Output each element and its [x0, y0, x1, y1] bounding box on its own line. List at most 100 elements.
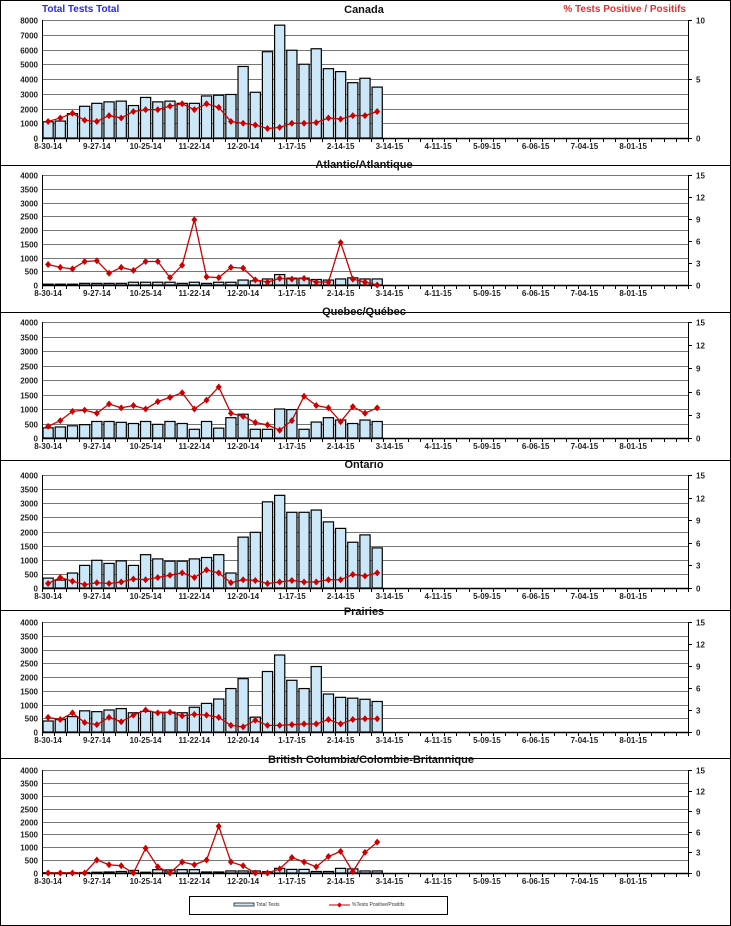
y-tick-label: 4000	[20, 472, 38, 481]
point-pct-positive	[276, 123, 283, 131]
x-tick-label: 3-14-15	[376, 289, 404, 298]
y-tick-label: 3000	[20, 348, 38, 357]
point-pct-positive	[288, 721, 295, 729]
point-pct-positive	[69, 869, 76, 877]
point-pct-positive	[191, 573, 198, 581]
bar-total-tests	[54, 579, 66, 589]
bar-total-tests	[261, 428, 274, 439]
point-pct-positive	[313, 278, 320, 286]
point-pct-positive	[325, 114, 332, 122]
bar-total-tests	[237, 870, 249, 874]
point-pct-positive	[227, 409, 234, 417]
bar-total-tests	[261, 501, 274, 589]
point-pct-positive	[349, 112, 356, 120]
bar-total-tests	[371, 420, 383, 439]
bar-total-tests	[188, 428, 201, 439]
bar-total-tests	[322, 417, 335, 439]
x-tick-label: 3-14-15	[376, 142, 404, 151]
y-tick-label: 4000	[20, 76, 38, 85]
x-tick-label: 11-22-14	[179, 289, 211, 298]
x-tick-label: 11-22-14	[179, 142, 211, 151]
chart-panel-5: 0 500 1000 1500 2000 2500 3000 3500 4000 0 3 6 9 12 15…	[20, 754, 705, 886]
point-pct-positive	[240, 576, 247, 584]
point-pct-positive	[130, 711, 137, 719]
bar-total-tests	[225, 417, 237, 439]
y-tick-label: 2000	[20, 227, 38, 236]
point-pct-positive	[179, 100, 186, 108]
point-pct-positive	[130, 402, 137, 410]
point-pct-positive	[215, 103, 222, 111]
y2-tick-label: 3	[696, 849, 701, 858]
point-pct-positive	[288, 854, 295, 862]
point-pct-positive	[374, 404, 381, 412]
x-tick-label: 4-11-15	[425, 877, 453, 886]
point-pct-positive	[118, 862, 125, 870]
bar-total-tests	[66, 715, 79, 733]
point-pct-positive	[154, 863, 161, 871]
y-tick-label: 1000	[20, 255, 38, 264]
chart-title: Atlantic/Atlantique	[315, 159, 412, 171]
x-tick-label: 7-04-15	[571, 877, 599, 886]
y2-tick-label: 0	[696, 585, 701, 594]
x-tick-label: 9-27-14	[83, 442, 111, 451]
bar-total-tests	[176, 869, 188, 874]
y-tick-label: 2500	[20, 213, 38, 222]
point-pct-positive	[118, 718, 125, 726]
point-pct-positive	[203, 566, 210, 574]
point-pct-positive	[374, 281, 381, 289]
point-pct-positive	[313, 863, 320, 871]
y-tick-label: 4000	[20, 172, 38, 181]
legend-line-label: %Tests Positive/Positifs	[352, 902, 405, 908]
point-pct-positive	[166, 102, 173, 110]
point-pct-positive	[252, 121, 259, 129]
point-pct-positive	[57, 869, 64, 877]
point-pct-positive	[252, 869, 259, 877]
bar-total-tests	[139, 710, 152, 733]
y-tick-label: 0	[34, 435, 39, 444]
point-pct-positive	[301, 578, 308, 586]
point-pct-positive	[264, 721, 271, 729]
point-pct-positive	[93, 721, 100, 729]
bar-total-tests	[176, 102, 188, 139]
x-tick-label: 9-27-14	[83, 142, 111, 151]
point-pct-positive	[166, 708, 173, 716]
y-tick-label: 3500	[20, 486, 38, 495]
point-pct-positive	[81, 581, 88, 589]
point-pct-positive	[118, 404, 125, 412]
point-pct-positive	[203, 100, 210, 108]
point-pct-positive	[362, 715, 368, 723]
point-pct-positive	[130, 869, 137, 877]
point-pct-positive	[203, 856, 210, 864]
bar-total-tests	[164, 281, 176, 286]
x-tick-label: 5-09-15	[473, 442, 501, 451]
x-tick-label: 3-14-15	[376, 736, 404, 745]
point-pct-positive	[313, 119, 320, 127]
y-tick-label: 2000	[20, 819, 38, 828]
x-tick-label: 12-20-14	[227, 142, 260, 151]
x-tick-label: 10-25-14	[130, 592, 163, 601]
point-pct-positive	[57, 417, 64, 425]
y-tick-label: 1000	[20, 702, 38, 711]
x-tick-label: 1-17-15	[278, 142, 306, 151]
point-pct-positive	[93, 856, 100, 864]
bar-total-tests	[42, 720, 54, 733]
y2-tick-label: 12	[696, 641, 705, 650]
point-pct-positive	[227, 858, 234, 866]
bar-total-tests	[188, 281, 201, 286]
point-pct-positive	[374, 715, 381, 723]
point-pct-positive	[252, 276, 259, 284]
bar-total-tests	[152, 423, 164, 439]
y-tick-label: 6000	[20, 47, 38, 56]
y-tick-label: 500	[25, 715, 39, 724]
x-tick-label: 8-01-15	[619, 442, 647, 451]
bar-total-tests	[152, 281, 164, 286]
bar-total-tests	[54, 426, 66, 439]
x-tick-label: 12-20-14	[227, 736, 260, 745]
point-pct-positive	[179, 261, 186, 269]
point-pct-positive	[349, 716, 356, 724]
y-tick-label: 8000	[20, 17, 38, 26]
y2-tick-label: 6	[696, 685, 701, 694]
point-pct-positive	[215, 713, 222, 721]
point-pct-positive	[154, 398, 161, 406]
bar-total-tests	[359, 419, 371, 439]
